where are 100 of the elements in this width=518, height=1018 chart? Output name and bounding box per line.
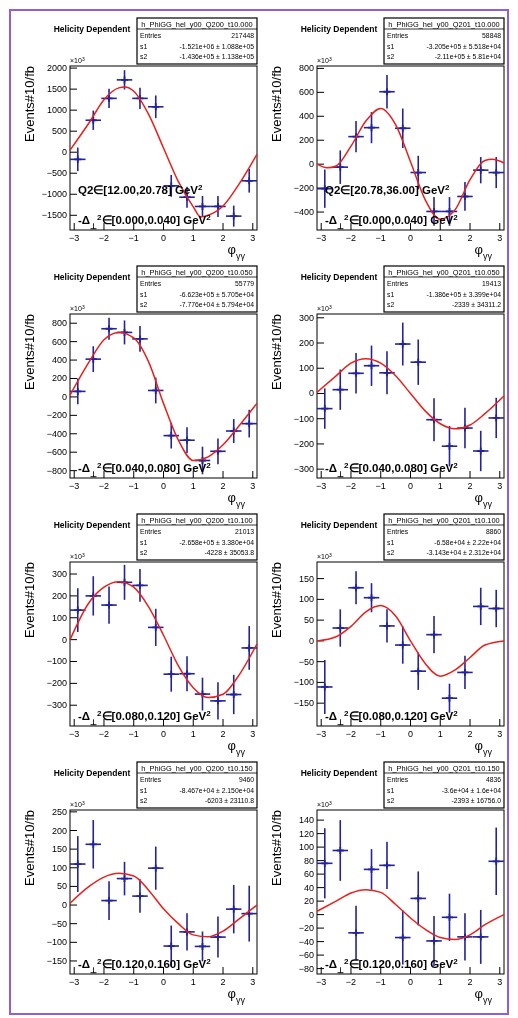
y-tick-label: −100 [293, 677, 314, 688]
y-tick-label: −400 [46, 428, 67, 439]
x-tick-label: −1 [375, 481, 386, 491]
x-tick-label: −2 [345, 481, 357, 491]
y-tick-label: −300 [293, 464, 314, 475]
y-tick-label: 100 [298, 363, 314, 374]
y-tick-label: 0 [61, 391, 67, 402]
y-tick-label: 200 [298, 135, 314, 146]
x-tick-label: 0 [160, 233, 167, 243]
y-tick-label: −600 [46, 447, 67, 458]
y-tick-label: −40 [298, 936, 314, 947]
y-tick-label: 250 [51, 806, 67, 817]
y-tick-label: −80 [298, 963, 314, 974]
x-tick-label: 2 [467, 977, 473, 987]
x-tick-label: −3 [316, 233, 327, 243]
x-tick-label: −1 [128, 977, 139, 987]
x-tick-label: −1 [375, 977, 386, 987]
x-tick-label: −3 [316, 729, 327, 739]
y-axis-title: Events#10/fb [269, 810, 284, 886]
y-tick-label: 600 [298, 87, 314, 98]
annotation: -Δ$_{⊥}$$^{2}$∈[0.000,0.040] GeV$^{2}$ [78, 212, 212, 231]
x-tick-label: 2 [220, 977, 226, 987]
y-tick-label: 100 [298, 842, 314, 853]
x-axis-title: φ$_{γγ}$ [474, 738, 493, 757]
x-tick-label: 2 [467, 481, 473, 491]
chart-title: Helicity Dependent [300, 272, 378, 282]
y-tick-label: −800 [46, 465, 67, 476]
y-tick-label: 800 [298, 63, 314, 74]
x-tick-label: −2 [98, 977, 110, 987]
x-tick-label: 0 [407, 233, 414, 243]
x-tick-label: 3 [250, 233, 256, 243]
y-axis-title: Events#10/fb [22, 314, 37, 390]
x-axis-title: φ$_{γγ}$ [227, 490, 246, 509]
x-tick-label: 1 [190, 481, 196, 491]
y-axis-title: Events#10/fb [269, 314, 284, 390]
x-tick-label: −2 [98, 233, 110, 243]
y-tick-label: −150 [293, 698, 314, 709]
y-tick-label: 500 [51, 126, 67, 137]
y-tick-label: 200 [51, 825, 67, 836]
x-tick-label: 3 [497, 729, 503, 739]
y-axis-title: Events#10/fb [269, 562, 284, 638]
x-tick-label: 3 [250, 481, 256, 491]
x-tick-label: 2 [467, 233, 473, 243]
annotation: Q2∈[20.78,36.00] GeV$^{2}$ [325, 182, 450, 196]
chart-title: Helicity Dependent [300, 768, 378, 778]
x-tick-label: −3 [316, 481, 327, 491]
x-tick-label: 0 [407, 977, 414, 987]
x-tick-label: −3 [69, 481, 80, 491]
x-tick-label: −3 [69, 977, 80, 987]
chart-title: Helicity Dependent [53, 768, 131, 778]
x-tick-label: 0 [160, 729, 167, 739]
chart-title: Helicity Dependent [300, 520, 378, 530]
y-tick-label: −20 [298, 923, 314, 934]
x-axis-title: φ$_{γγ}$ [227, 738, 246, 757]
y-tick-label: 200 [51, 590, 67, 601]
y-tick-label: −100 [46, 937, 67, 948]
x-tick-label: 3 [250, 729, 256, 739]
annotation: -Δ$_{⊥}$$^{2}$∈[0.080,0.120] GeV$^{2}$ [325, 708, 459, 727]
x-tick-label: 0 [160, 481, 167, 491]
y-axis-title: Events#10/fb [22, 810, 37, 886]
y-tick-label: 800 [51, 318, 67, 329]
x-tick-label: 3 [497, 481, 503, 491]
annotation: -Δ$_{⊥}$$^{2}$∈[0.040,0.080] GeV$^{2}$ [325, 460, 459, 479]
y-tick-label: 0 [61, 147, 67, 158]
y-tick-label: −200 [293, 183, 314, 194]
x-tick-label: −2 [98, 729, 110, 739]
y-tick-label: −200 [46, 410, 67, 421]
x-tick-label: 0 [160, 977, 167, 987]
y-tick-label: 200 [298, 338, 314, 349]
y-tick-label: 300 [298, 312, 314, 323]
x-tick-label: 0 [407, 481, 414, 491]
chart-title: Helicity Dependent [53, 24, 131, 34]
y-axis-title: Events#10/fb [22, 66, 37, 142]
y-tick-label: 300 [51, 569, 67, 580]
y-tick-label: −400 [293, 207, 314, 218]
x-tick-label: 2 [467, 729, 473, 739]
x-tick-label: −3 [69, 729, 80, 739]
y-tick-label: 200 [51, 373, 67, 384]
y-tick-label: 600 [51, 336, 67, 347]
x-tick-label: −3 [316, 977, 327, 987]
x-axis-title: φ$_{γγ}$ [474, 490, 493, 509]
y-tick-label: −50 [298, 656, 314, 667]
y-tick-label: 0 [308, 388, 314, 399]
y-tick-label: 150 [298, 573, 314, 584]
y-tick-label: 120 [298, 828, 314, 839]
y-axis-title: Events#10/fb [269, 66, 284, 142]
x-tick-label: 1 [190, 729, 196, 739]
x-tick-label: −1 [128, 233, 139, 243]
y-tick-label: 1000 [46, 105, 67, 116]
annotation: -Δ$_{⊥}$$^{2}$∈[0.120,0.160] GeV$^{2}$ [325, 956, 459, 975]
x-tick-label: 2 [220, 729, 226, 739]
x-tick-label: 1 [437, 729, 443, 739]
y-tick-label: −300 [46, 700, 67, 711]
y-tick-label: 0 [308, 635, 314, 646]
x-tick-label: 1 [190, 233, 196, 243]
y-tick-label: −200 [293, 438, 314, 449]
x-tick-label: 2 [220, 481, 226, 491]
x-tick-label: −2 [345, 233, 357, 243]
x-axis-title: φ$_{γγ}$ [227, 242, 246, 261]
x-tick-label: 1 [437, 481, 443, 491]
